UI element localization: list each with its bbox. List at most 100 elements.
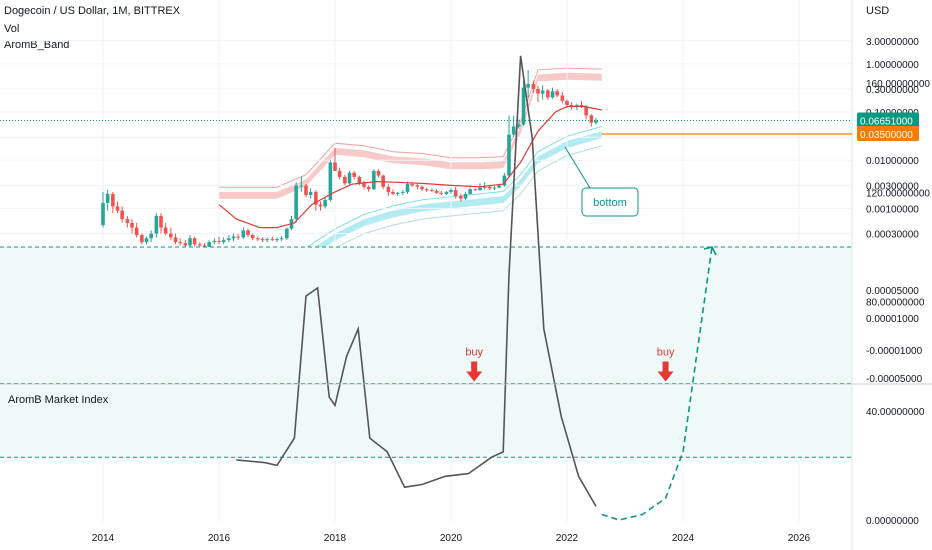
forecast-line: [601, 246, 713, 521]
candle-body: [459, 196, 463, 199]
callout-text: bottom: [593, 197, 627, 209]
candle-body: [565, 100, 569, 105]
lower-band: [219, 131, 602, 275]
candle-body: [260, 239, 265, 241]
candle-body: [372, 170, 376, 190]
x-tick-label: 2024: [672, 533, 695, 544]
candle-body: [241, 230, 246, 238]
vol-label: Vol: [4, 23, 20, 35]
index-layer: buy buy: [0, 55, 852, 521]
candle-body: [507, 134, 511, 176]
candle-body: [173, 237, 178, 243]
candle-body: [343, 176, 347, 184]
candle-body: [333, 162, 337, 171]
candle-body: [347, 172, 352, 184]
candle-body: [449, 190, 453, 192]
candle-body: [488, 186, 492, 189]
volume-tick-label: -0.00001000: [866, 346, 923, 357]
last-price-label: 0.06651000: [860, 117, 913, 128]
target-price-badge: [857, 125, 919, 141]
candle-body: [415, 185, 420, 187]
candle-body: [546, 90, 550, 98]
y-tick-label: 0.30000000: [866, 85, 919, 96]
candle-body: [430, 190, 434, 192]
x-tick-label: 2018: [324, 533, 347, 544]
candle-body: [207, 242, 211, 247]
candle-body: [424, 189, 429, 191]
moving-average-line: [218, 105, 602, 229]
candle-layer: [101, 70, 602, 249]
candle-body: [405, 184, 410, 192]
lower-band-outer: [218, 126, 602, 264]
candle-body: [125, 219, 130, 223]
candle-body: [314, 191, 318, 205]
candle-body: [473, 189, 478, 191]
index-title: AromB Market Index: [8, 394, 109, 406]
buy-arrow-head: [657, 371, 674, 382]
volume-tick-label: 0.00001000: [866, 314, 919, 325]
candle-body: [285, 228, 289, 239]
candle-body: [357, 176, 362, 184]
candle-body: [536, 89, 540, 94]
candle-body: [212, 241, 217, 243]
candle-body: [584, 106, 588, 116]
buy-label: buy: [465, 347, 483, 359]
buy-arrow-stem: [662, 361, 669, 372]
index-line: [236, 55, 597, 507]
candle-body: [294, 185, 298, 220]
target-price-label: 0.03500000: [860, 130, 913, 141]
candle-body: [256, 238, 260, 240]
candle-body: [134, 227, 139, 236]
y-tick-label: 3.00000000: [866, 37, 919, 48]
candle-body: [159, 215, 163, 228]
candle-body: [381, 175, 385, 187]
candle-body: [492, 187, 497, 189]
y-tick-label: 1.00000000: [866, 60, 919, 71]
index-tick-label: 160.00000000: [866, 79, 930, 90]
indicator-label: AromB_Band: [4, 39, 70, 51]
candle-body: [221, 240, 226, 243]
candle-body: [202, 245, 207, 247]
candle-body: [111, 193, 115, 207]
x-tick-label: 2014: [92, 533, 115, 544]
x-tick-label: 2022: [556, 533, 579, 544]
candle-body: [439, 192, 443, 194]
candle-body: [391, 191, 395, 194]
candle-body: [420, 186, 424, 190]
candle-body: [140, 235, 144, 243]
candle-body: [366, 186, 371, 190]
candle-body: [265, 239, 269, 241]
candle-body: [328, 162, 333, 200]
candle-body: [575, 104, 579, 107]
candle-body: [217, 241, 221, 243]
candle-body: [154, 215, 159, 234]
candle-body: [453, 190, 458, 197]
candle-body: [362, 183, 366, 187]
candle-body: [386, 186, 391, 192]
candle-body: [308, 191, 313, 195]
index-tick-label: 80.00000000: [866, 298, 925, 309]
x-tick-label: 2016: [208, 533, 231, 544]
forecast-arrowhead: [703, 246, 717, 256]
last-price-badge: [857, 112, 919, 128]
candle-body: [115, 206, 120, 211]
x-tick-label: 2020: [440, 533, 463, 544]
candle-body: [120, 210, 124, 220]
candle-body: [227, 238, 231, 241]
candle-body: [270, 239, 275, 241]
y-tick-label: 0.01000000: [866, 156, 919, 167]
candle-body: [482, 186, 487, 188]
volume-tick-label: -0.00005000: [866, 374, 923, 385]
candle-body: [579, 104, 584, 107]
chart-title: Dogecoin / US Dollar, 1M, BITTREX: [4, 5, 181, 17]
candle-body: [105, 193, 110, 203]
candle-body: [304, 185, 308, 195]
callout-pointer: [564, 146, 591, 189]
candle-body: [188, 238, 192, 246]
index-tick-label: 40.00000000: [866, 407, 925, 418]
candle-body: [299, 185, 304, 187]
candle-body: [318, 204, 323, 207]
candle-body: [275, 239, 279, 241]
buy-arrow-stem: [471, 361, 478, 372]
candle-body: [192, 238, 197, 245]
